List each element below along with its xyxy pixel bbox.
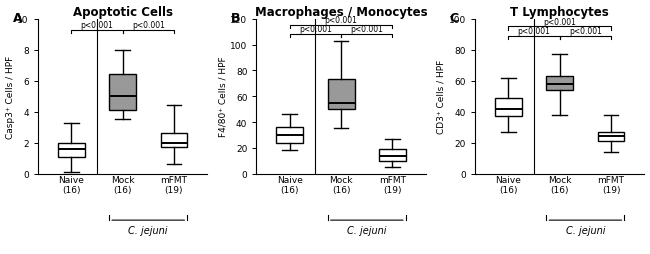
Text: p<0.001: p<0.001 [350,25,384,34]
Text: C: C [450,12,459,25]
Text: p<0.001: p<0.001 [543,18,576,27]
Title: Macrophages / Monocytes: Macrophages / Monocytes [255,6,428,19]
Bar [161,134,187,148]
Bar [495,98,522,117]
Text: C. jejuni: C. jejuni [566,225,605,235]
Y-axis label: F4/80⁺ Cells / HPF: F4/80⁺ Cells / HPF [218,57,227,137]
Text: p<0.001: p<0.001 [569,27,602,36]
Bar [58,143,84,157]
Title: T Lymphocytes: T Lymphocytes [510,6,609,19]
Bar [276,128,303,143]
Bar [109,75,136,111]
Bar [547,77,573,91]
Text: p<0.001: p<0.001 [81,21,113,30]
Y-axis label: Casp3⁺ Cells / HPF: Casp3⁺ Cells / HPF [6,55,14,138]
Text: B: B [231,12,240,25]
Y-axis label: CD3⁺ Cells / HPF: CD3⁺ Cells / HPF [437,60,446,134]
Text: p<0.001: p<0.001 [132,21,164,30]
Bar [328,80,354,110]
Text: p<0.001: p<0.001 [325,16,358,25]
Text: C. jejuni: C. jejuni [129,225,168,235]
Bar [598,132,625,141]
Title: Apoptotic Cells: Apoptotic Cells [73,6,172,19]
Text: A: A [12,12,22,25]
Text: p<0.001: p<0.001 [517,27,551,36]
Text: C. jejuni: C. jejuni [347,225,387,235]
Text: p<0.001: p<0.001 [299,25,332,34]
Bar [379,150,406,161]
